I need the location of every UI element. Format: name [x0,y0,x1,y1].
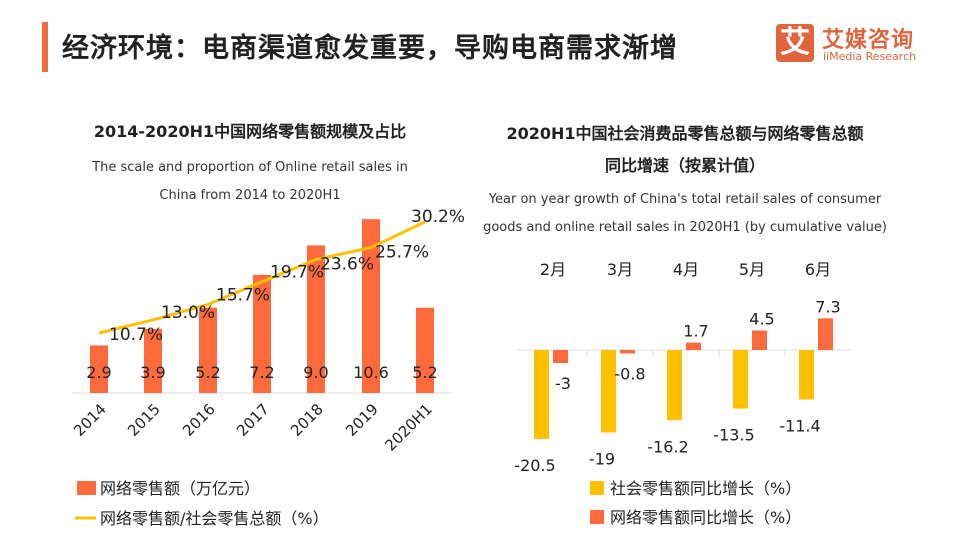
bar-online-retail-growth [620,350,635,354]
bar-label: -11.4 [779,416,820,435]
bar-total-retail-growth [799,350,814,400]
line-online-share [98,220,426,335]
logo-text-cn: 艾媒咨询 [822,28,915,53]
line-label: 23.6% [320,254,374,274]
legend-label-total: 社会零售额同比增长（%） [610,479,801,498]
right-subtitle-line2: goods and online retail sales in 2020H1 … [483,220,887,235]
bar-label: 4.5 [749,309,774,328]
bar-label: 10.6 [353,363,389,382]
bar-label: -0.8 [614,364,645,383]
logo-mark: 艾 [776,24,814,62]
bar-label: 7.3 [815,297,840,316]
month-label: 4月 [673,260,699,279]
line-label: 30.2% [411,207,465,227]
x-tick-label: 2015 [124,400,164,440]
bar-online-retail-2018 [307,245,325,393]
bar-online-retail-2017 [253,274,271,393]
left-subtitle-line2: China from 2014 to 2020H1 [159,188,341,203]
x-tick-label: 2017 [233,400,273,440]
line-label: 13.0% [161,303,215,323]
bar-online-retail-2020H1 [416,307,434,393]
left-chart-subtitle: The scale and proportion of Online retai… [40,154,460,210]
bar-online-retail-2019 [362,219,380,393]
bar-label: 5.2 [195,363,220,382]
bar-online-retail-growth [752,330,767,350]
line-label: 25.7% [375,243,429,263]
month-label: 2月 [540,260,566,279]
bar-label: 9.0 [303,363,328,382]
month-label: 5月 [739,260,765,279]
iimedia-logo: 艾 艾媒咨询 iiMedia Research [776,24,946,68]
bar-online-retail-growth [686,342,701,350]
bar-online-retail-2014 [90,345,108,393]
legend-swatch-online [590,510,604,524]
line-label: 19.7% [270,263,324,283]
bar-label: 7.2 [249,363,274,382]
logo-text-en: iiMedia Research [823,50,917,63]
x-tick-label: 2020H1 [381,400,435,454]
bar-online-retail-growth [818,318,833,350]
bar-label: 1.7 [683,322,708,341]
x-tick-label: 2019 [342,400,382,440]
left-chart-title: 2014-2020H1中国网络零售额规模及占比 [93,122,407,141]
left-subtitle-line1: The scale and proportion of Online retai… [92,160,408,175]
bar-label: 5.2 [412,363,437,382]
line-label: 15.7% [216,286,270,306]
right-title-line1: 2020H1中国社会消费品零售总额与网络零售总额 [506,124,864,143]
x-tick-label: 2018 [287,400,327,440]
line-label: 10.7% [109,325,163,345]
bar-label: -16.2 [647,437,688,456]
bar-label: 2.9 [86,363,111,382]
month-label: 6月 [805,260,831,279]
legend-label-online: 网络零售额同比增长（%） [610,508,801,527]
legend-swatch-bar [77,481,96,495]
page-title: 经济环境：电商渠道愈发重要，导购电商需求渐增 [62,33,678,64]
bar-label: -20.5 [514,456,555,475]
bar-label: 3.9 [140,363,165,382]
right-title-line2: 同比增速（按累计值） [604,156,765,175]
bar-total-retail-growth [667,350,682,421]
legend-swatch-total [590,481,604,495]
bar-label: -3 [555,374,571,393]
right-chart-title: 2020H1中国社会消费品零售总额与网络零售总额 同比增速（按累计值） [455,118,915,182]
title-accent-bar [42,22,48,72]
x-tick-label: 2014 [70,400,110,440]
right-subtitle-line1: Year on year growth of China's total ret… [488,192,882,207]
legend-label-bar: 网络零售额（万亿元） [100,479,260,498]
bar-online-retail-2016 [199,307,217,393]
bar-total-retail-growth [534,350,549,439]
x-tick-label: 2016 [179,400,219,440]
bar-online-retail-growth [553,350,568,364]
month-label: 3月 [607,260,633,279]
bar-label: -13.5 [713,426,754,445]
bar-total-retail-growth [601,350,616,433]
bar-online-retail-2015 [144,329,162,393]
bar-total-retail-growth [733,350,748,409]
right-chart-subtitle: Year on year growth of China's total ret… [455,186,915,242]
legend-label-line: 网络零售额/社会零售总额（%） [100,509,329,528]
bar-label: -19 [589,449,615,468]
